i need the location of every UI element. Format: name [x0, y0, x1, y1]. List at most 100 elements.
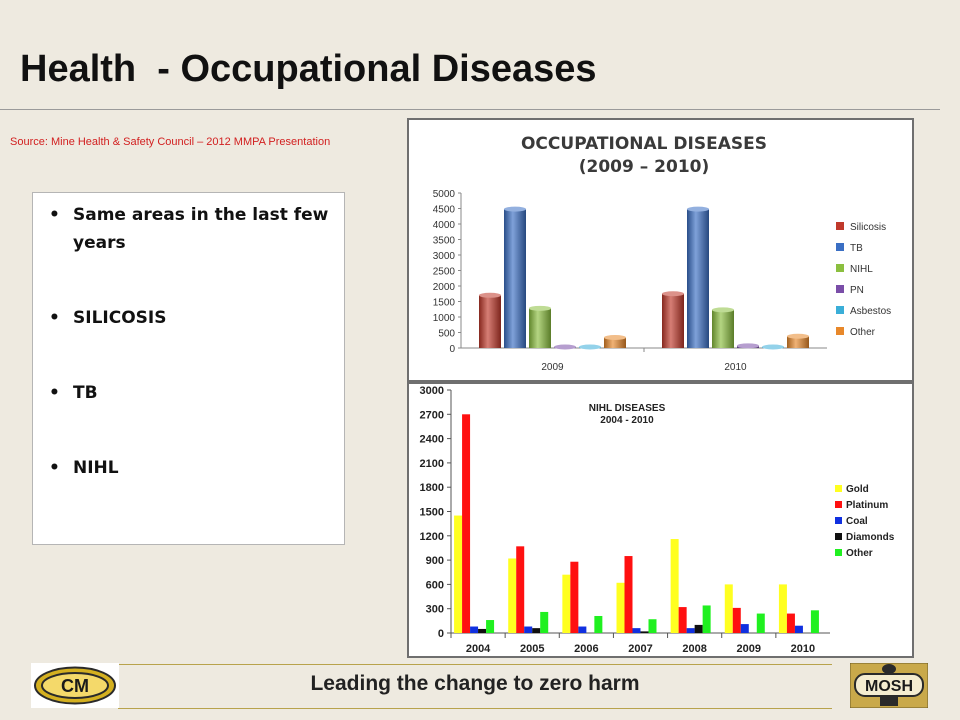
- y-tick-label: 300: [426, 604, 444, 616]
- x-tick-label: 2005: [520, 643, 544, 655]
- legend-swatch-gold: [835, 485, 842, 492]
- bullet-item: Same areas in the last few years: [49, 201, 344, 257]
- y-tick-label: 2100: [420, 458, 444, 470]
- occupational-diseases-chart: OCCUPATIONAL DISEASES (2009 – 2010) 0 500 10…: [407, 118, 914, 382]
- y-tick-label: 600: [426, 579, 444, 591]
- y-tick-label: 3000: [433, 251, 456, 262]
- y-tick-label: 1800: [420, 482, 444, 494]
- y-tick-label: 3000: [420, 385, 444, 397]
- y-tick-label: 2500: [433, 267, 456, 278]
- bar-other: [702, 605, 711, 633]
- x-tick-label: 2006: [574, 643, 598, 655]
- legend-swatch-diamonds: [835, 533, 842, 540]
- bar-top-other: [604, 334, 626, 340]
- bullet-item: NIHL: [49, 454, 344, 482]
- company-logo-text: CM: [61, 676, 89, 696]
- legend-label-tb: TB: [850, 243, 863, 254]
- footer-tagline: Leading the change to zero harm: [310, 672, 640, 695]
- x-tick-label: 2008: [682, 643, 706, 655]
- bar-platinum: [570, 561, 579, 633]
- bar-silicosis: [662, 293, 684, 348]
- bar-other: [756, 613, 765, 633]
- occupational-diseases-chart-svg: OCCUPATIONAL DISEASES (2009 – 2010) 0 500 10…: [433, 134, 891, 373]
- company-logo: CM: [31, 663, 119, 708]
- bar-gold: [616, 582, 625, 633]
- bar-coal: [794, 625, 803, 633]
- bar-top-tb: [687, 206, 709, 212]
- legend-label-asbestos: Asbestos: [850, 306, 891, 317]
- legend-label-pn: PN: [850, 285, 864, 296]
- legend-label-silicosis: Silicosis: [850, 222, 886, 233]
- bar-gold: [508, 558, 517, 633]
- y-tick-label: 4500: [433, 205, 456, 216]
- bar-top-pn: [737, 343, 759, 349]
- bar-gold: [724, 584, 733, 633]
- bar-other: [810, 610, 819, 633]
- legend-swatch-silicosis: [836, 222, 844, 230]
- bar-top-nihl: [529, 305, 551, 311]
- bar-gold: [562, 574, 571, 633]
- bar-gold: [454, 515, 463, 633]
- bar-coal: [578, 626, 587, 633]
- bar-nihl: [529, 308, 551, 348]
- bar-other: [540, 611, 549, 633]
- bar-top-silicosis: [479, 292, 501, 298]
- legend-swatch-tb: [836, 243, 844, 251]
- bar-diamonds: [694, 624, 703, 633]
- y-tick-label: 5000: [433, 189, 456, 200]
- bar-top-nihl: [712, 307, 734, 313]
- bar-tb: [687, 209, 709, 348]
- bar-other: [594, 615, 603, 633]
- bar-platinum: [786, 613, 795, 633]
- footer-divider-top: [118, 664, 832, 665]
- x-tick-label: 2007: [628, 643, 652, 655]
- y-tick-label: 1200: [420, 531, 444, 543]
- legend-label-other: Other: [850, 327, 876, 338]
- legend-swatch-asbestos: [836, 306, 844, 314]
- bar-coal: [740, 624, 749, 633]
- x-tick-label: 2009: [737, 643, 761, 655]
- nihl-diseases-chart: NIHL DISEASES 2004 - 2010 0 300 600 900 1200 15…: [407, 382, 914, 658]
- chart-subtitle: 2004 - 2010: [600, 415, 654, 426]
- legend-swatch-other: [835, 549, 842, 556]
- bar-coal: [470, 626, 479, 633]
- mosh-logo-text: MOSH: [865, 678, 913, 695]
- chart-title: NIHL DISEASES: [589, 403, 666, 414]
- bar-top-pn: [554, 344, 576, 350]
- legend-label-coal: Coal: [846, 516, 868, 527]
- legend-label-diamonds: Diamonds: [846, 532, 895, 543]
- bar-other: [648, 619, 657, 633]
- bullet-item: SILICOSIS: [49, 304, 344, 332]
- bar-diamonds: [532, 628, 541, 633]
- y-tick-label: 2000: [433, 282, 456, 293]
- bullet-list-box: Same areas in the last few years SILICOS…: [32, 192, 345, 545]
- title-divider: [0, 109, 940, 110]
- x-tick-label: 2004: [466, 643, 491, 655]
- x-tick-label: 2010: [791, 643, 815, 655]
- y-tick-label: 1000: [433, 313, 456, 324]
- y-tick-label: 0: [438, 628, 444, 640]
- bar-gold: [670, 539, 679, 633]
- bar-coal: [632, 628, 641, 633]
- y-tick-label: 1500: [433, 298, 456, 309]
- bar-tb: [504, 209, 526, 348]
- bar-coal: [524, 626, 533, 633]
- bar-nihl: [712, 309, 734, 348]
- page-title: Health - Occupational Diseases: [20, 48, 597, 90]
- bar-platinum: [462, 414, 471, 633]
- bar-coal: [686, 628, 695, 633]
- legend-swatch-pn: [836, 285, 844, 293]
- chart-subtitle: (2009 – 2010): [579, 157, 710, 177]
- y-tick-label: 2700: [420, 409, 444, 421]
- bar-silicosis: [479, 295, 501, 348]
- bar-top-silicosis: [662, 291, 684, 297]
- bar-other: [787, 336, 809, 348]
- bar-platinum: [624, 556, 633, 633]
- bar-gold: [778, 584, 787, 633]
- bar-platinum: [678, 607, 687, 633]
- y-tick-label: 3500: [433, 236, 456, 247]
- y-tick-label: 900: [426, 555, 444, 567]
- legend-label-nihl: NIHL: [850, 264, 873, 275]
- y-tick-label: 2400: [420, 434, 444, 446]
